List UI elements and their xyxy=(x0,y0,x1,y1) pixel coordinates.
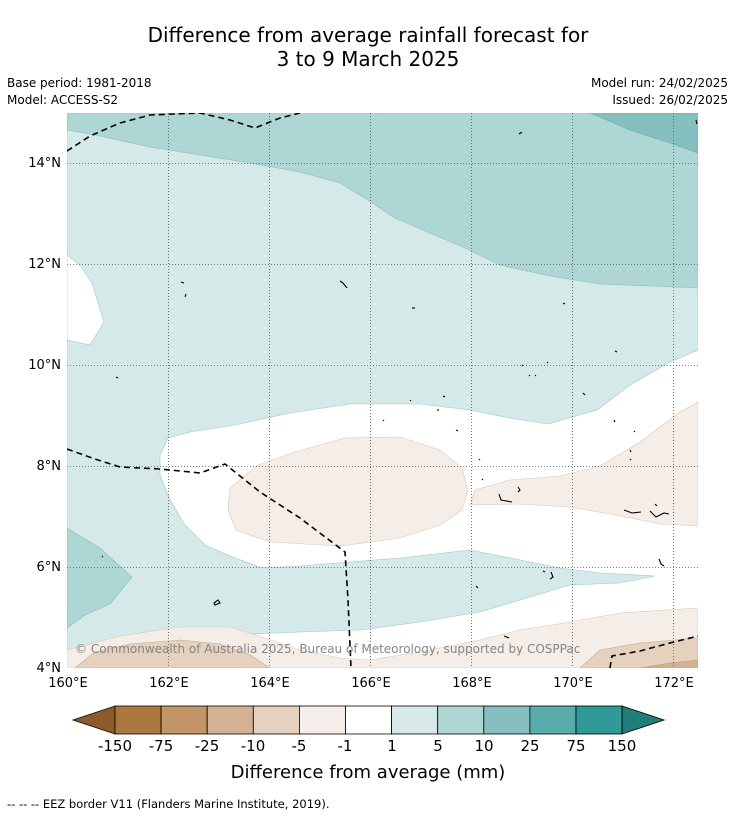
colorbar-segment xyxy=(206,705,254,735)
lat-tick-label: 14°N xyxy=(28,156,61,171)
lon-tick-label: 160°E xyxy=(48,676,88,691)
atoll-outlines xyxy=(101,119,698,639)
contour-white-pocket xyxy=(67,254,105,346)
lat-tick-label: 4°N xyxy=(37,661,62,676)
lon-tick-label: 162°E xyxy=(149,676,189,691)
colorbar-tick-label: -1 xyxy=(338,737,353,755)
lon-tick-label: 168°E xyxy=(452,676,492,691)
colorbar-segment xyxy=(298,705,346,735)
eez-borders xyxy=(67,113,698,668)
lon-axis-labels: 160°E 162°E 164°E 166°E 168°E 170°E 172°… xyxy=(48,676,694,691)
contour-minus10-to-minus5-southwest xyxy=(74,639,271,668)
colorbar-segment xyxy=(252,705,300,735)
map-gridlines xyxy=(67,113,698,668)
colorbar-segment xyxy=(391,705,439,735)
colorbar-tick-label: 10 xyxy=(474,737,493,755)
contour-minus25-to-minus10 xyxy=(639,659,698,668)
colorbar-segment xyxy=(160,705,208,735)
lon-tick-label: 170°E xyxy=(553,676,593,691)
colorbar-segment xyxy=(114,705,162,735)
lat-tick-label: 10°N xyxy=(28,358,61,373)
contour-minus5-to-minus1-east xyxy=(469,401,698,527)
model-name-text: Model: ACCESS-S2 xyxy=(7,93,119,107)
colorbar-title: Difference from average (mm) xyxy=(231,762,506,783)
colorbar-segment xyxy=(529,705,577,735)
colorbar-tick-labels: -150 -75 -25 -10 -5 -1 1 5 10 25 75 150 xyxy=(98,737,636,755)
map-plot-area: © Commonwealth of Australia 2025, Bureau… xyxy=(67,113,698,668)
colorbar-arrow-low xyxy=(71,705,116,735)
lat-tick-label: 8°N xyxy=(37,459,62,474)
contour-minus5-to-minus1-central xyxy=(227,436,469,547)
issued-date-text: Issued: 26/02/2025 xyxy=(612,93,728,107)
lon-tick-label: 172°E xyxy=(654,676,694,691)
model-run-text: Model run: 24/02/2025 xyxy=(590,76,728,90)
colorbar-segment xyxy=(483,705,531,735)
contour-10-to-25 xyxy=(589,113,698,154)
colorbar xyxy=(71,705,666,735)
colorbar-tick-label: -25 xyxy=(195,737,220,755)
colorbar-tick-label: 25 xyxy=(520,737,539,755)
colorbar-tick-label: -5 xyxy=(292,737,307,755)
lat-tick-label: 12°N xyxy=(28,257,61,272)
colorbar-segment xyxy=(575,705,623,735)
colorbar-tick-label: -150 xyxy=(98,737,132,755)
contour-5-to-10-north xyxy=(67,113,698,289)
lat-tick-label: 6°N xyxy=(37,560,62,575)
lat-axis-labels: 4°N 6°N 8°N 10°N 12°N 14°N xyxy=(28,156,61,676)
colorbar-arrow-high xyxy=(621,705,666,735)
map-title-line2: 3 to 9 March 2025 xyxy=(276,47,460,71)
lon-tick-label: 166°E xyxy=(351,676,391,691)
map-title-line1: Difference from average rainfall forecas… xyxy=(147,23,589,47)
colorbar-tick-label: 5 xyxy=(433,737,443,755)
eez-footnote: -- -- -- EEZ border V11 (Flanders Marine… xyxy=(7,797,330,811)
base-period-text: Base period: 1981-2018 xyxy=(7,76,152,90)
colorbar-tick-label: 150 xyxy=(608,737,637,755)
colorbar-tick-label: 75 xyxy=(566,737,585,755)
colorbar-tick-label: -10 xyxy=(241,737,266,755)
colorbar-tick-label: 1 xyxy=(387,737,397,755)
colorbar-segment xyxy=(437,705,485,735)
contour-minus10-to-minus5-southeast xyxy=(579,637,698,668)
lon-tick-label: 164°E xyxy=(250,676,290,691)
contour-5-to-10-southwest xyxy=(67,527,133,629)
copyright-text: © Commonwealth of Australia 2025, Bureau… xyxy=(75,642,580,656)
colorbar-segment xyxy=(345,705,392,735)
colorbar-tick-label: -75 xyxy=(149,737,174,755)
